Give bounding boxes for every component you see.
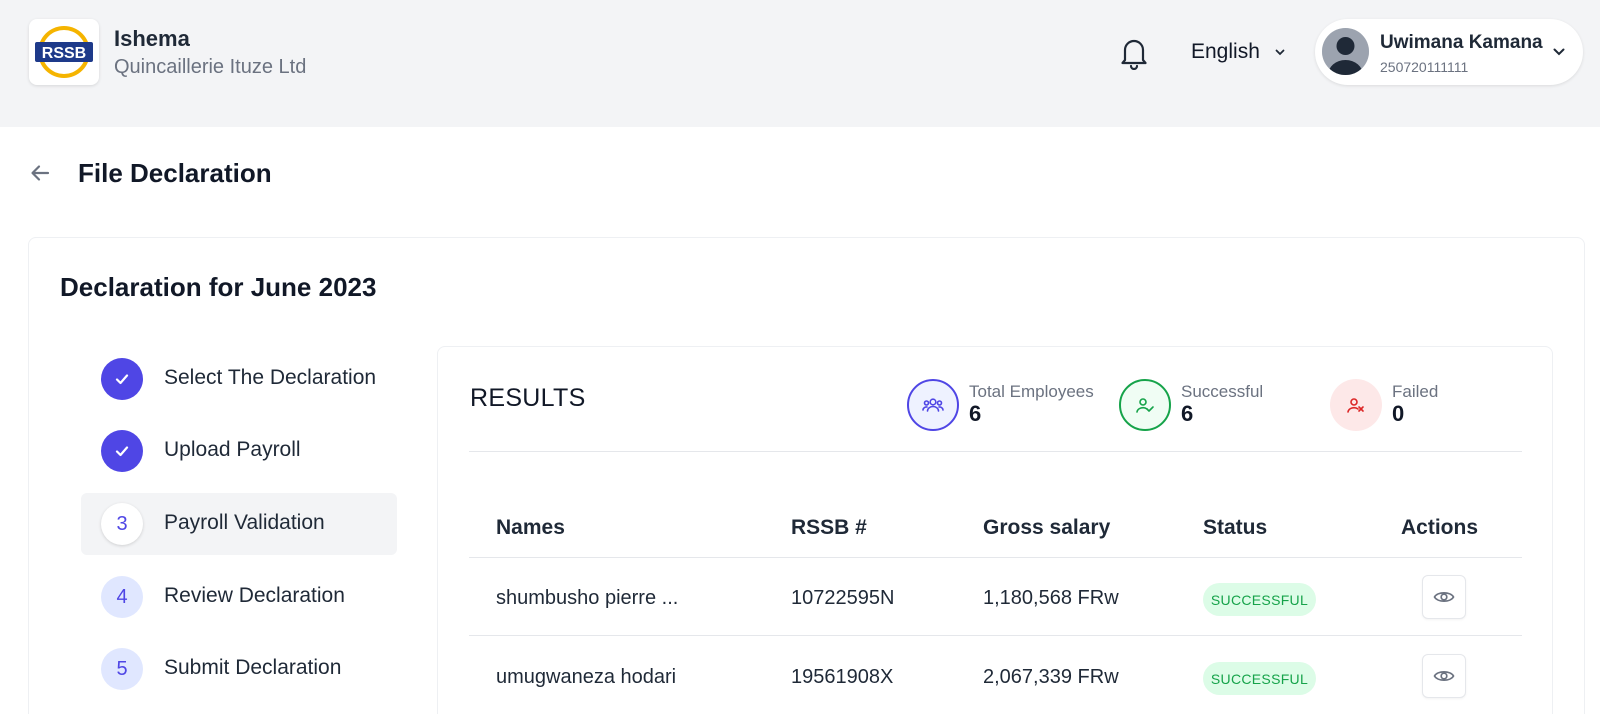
stat-label: Successful — [1181, 382, 1264, 401]
step-label: Upload Payroll — [164, 438, 301, 461]
notification-bell-icon[interactable] — [1119, 36, 1149, 71]
check-icon — [101, 430, 143, 472]
avatar — [1322, 28, 1369, 75]
stat-value: 6 — [1181, 401, 1194, 426]
rssb-logo[interactable]: RSSB — [29, 19, 99, 85]
chevron-down-icon — [1553, 48, 1565, 56]
cell-rssb: 19561908X — [791, 666, 894, 688]
cell-gross-salary: 1,180,568 FRw — [983, 587, 1119, 609]
column-header-gross-salary: Gross salary — [983, 516, 1111, 539]
org-subtitle: Quincaillerie Ituze Ltd — [114, 56, 307, 78]
cell-rssb: 10722595N — [791, 587, 895, 609]
users-group-icon — [907, 379, 959, 431]
column-header-names: Names — [496, 516, 565, 539]
step-review-declaration[interactable]: 4 Review Declaration — [81, 566, 397, 628]
cell-name: shumbusho pierre ... — [496, 587, 679, 609]
top-header: RSSB Ishema Quincaillerie Ituze Ltd Engl… — [0, 0, 1600, 127]
check-icon — [101, 358, 143, 400]
language-label: English — [1191, 40, 1260, 63]
status-badge: SUCCESSFUL — [1203, 583, 1316, 616]
org-name: Ishema — [114, 26, 190, 51]
page-title: File Declaration — [78, 158, 272, 188]
svg-text:RSSB: RSSB — [42, 45, 86, 62]
step-submit-declaration[interactable]: 5 Submit Declaration — [81, 638, 397, 700]
step-label: Payroll Validation — [164, 511, 325, 534]
user-phone: 250720111111 — [1380, 59, 1469, 75]
declaration-title: Declaration for June 2023 — [60, 272, 377, 302]
stat-label: Total Employees — [969, 382, 1094, 401]
user-check-icon — [1119, 379, 1171, 431]
step-label: Select The Declaration — [164, 366, 377, 389]
step-payroll-validation[interactable]: 3 Payroll Validation — [81, 493, 397, 555]
step-number: 3 — [101, 503, 143, 545]
user-x-icon — [1330, 379, 1382, 431]
view-button[interactable] — [1422, 575, 1466, 619]
cell-name: umugwaneza hodari — [496, 666, 677, 688]
column-header-actions: Actions — [1401, 516, 1479, 539]
user-name: Uwimana Kamana — [1380, 32, 1543, 53]
stat-value: 6 — [969, 401, 982, 426]
eye-icon — [1433, 592, 1455, 602]
eye-icon — [1433, 671, 1455, 681]
back-arrow-icon[interactable] — [29, 162, 51, 184]
step-upload-payroll[interactable]: Upload Payroll — [81, 420, 397, 482]
step-label: Submit Declaration — [164, 656, 342, 679]
chevron-down-icon — [1275, 49, 1285, 56]
column-header-status: Status — [1203, 516, 1268, 539]
stat-value: 0 — [1392, 401, 1405, 426]
column-header-rssb: RSSB # — [791, 516, 867, 539]
step-number: 5 — [101, 648, 143, 690]
row-divider — [469, 557, 1522, 558]
step-number: 4 — [101, 576, 143, 618]
step-label: Review Declaration — [164, 584, 345, 607]
user-menu[interactable]: Uwimana Kamana 250720111111 — [1315, 19, 1583, 85]
cell-gross-salary: 2,067,339 FRw — [983, 666, 1119, 688]
row-divider — [469, 635, 1522, 636]
results-title: RESULTS — [470, 384, 586, 412]
stat-label: Failed — [1392, 382, 1439, 401]
view-button[interactable] — [1422, 654, 1466, 698]
language-selector[interactable]: English — [1191, 40, 1286, 64]
divider — [469, 451, 1522, 452]
step-select-declaration[interactable]: Select The Declaration — [81, 348, 397, 410]
status-badge: SUCCESSFUL — [1203, 662, 1316, 695]
